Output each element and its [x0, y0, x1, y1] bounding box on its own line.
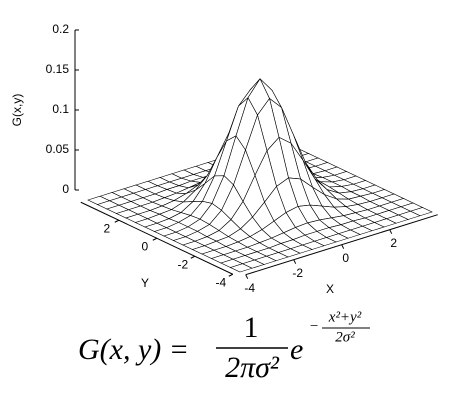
y-tick-label: -4 [215, 275, 226, 289]
formula-numerator: 1 [244, 311, 259, 344]
formula-exp-sign: − [309, 318, 319, 334]
x-tick [341, 244, 345, 249]
x-axis-label: X [326, 282, 334, 296]
x-tick-label: -4 [244, 281, 255, 295]
z-tick-label: 0.05 [46, 142, 70, 156]
formula-base: e [290, 333, 303, 366]
x-tick-label: -2 [292, 266, 303, 280]
x-tick [245, 274, 249, 279]
y-axis-label: Y [141, 276, 149, 290]
formula-exp-numerator: x²+y² [328, 309, 362, 325]
z-tick-label: 0.15 [46, 62, 70, 76]
y-tick [228, 273, 234, 277]
z-tick-label: 0.2 [52, 22, 69, 36]
x-tick [389, 229, 393, 234]
formula-lhs: G(x, y) = [78, 333, 189, 366]
z-tick-label: 0 [62, 182, 69, 196]
surface-cell [229, 263, 253, 273]
x-tick [293, 259, 297, 264]
z-tick-label: 0.1 [52, 102, 69, 116]
formula-exp-denominator: 2σ² [335, 329, 355, 345]
y-tick [114, 219, 120, 223]
y-tick-label: -2 [177, 257, 188, 271]
z-axis-label: G(x,y) [10, 94, 24, 127]
x-tick-label: 2 [390, 236, 397, 250]
y-tick [152, 237, 158, 241]
x-tick-label: 0 [342, 251, 349, 265]
y-tick [190, 255, 196, 259]
y-tick-label: 0 [141, 239, 148, 253]
formula: G(x, y) = 1 2πσ² e − x²+y² 2σ² [78, 309, 370, 384]
y-tick-label: 2 [103, 221, 110, 235]
formula-denominator: 2πσ² [225, 351, 280, 384]
